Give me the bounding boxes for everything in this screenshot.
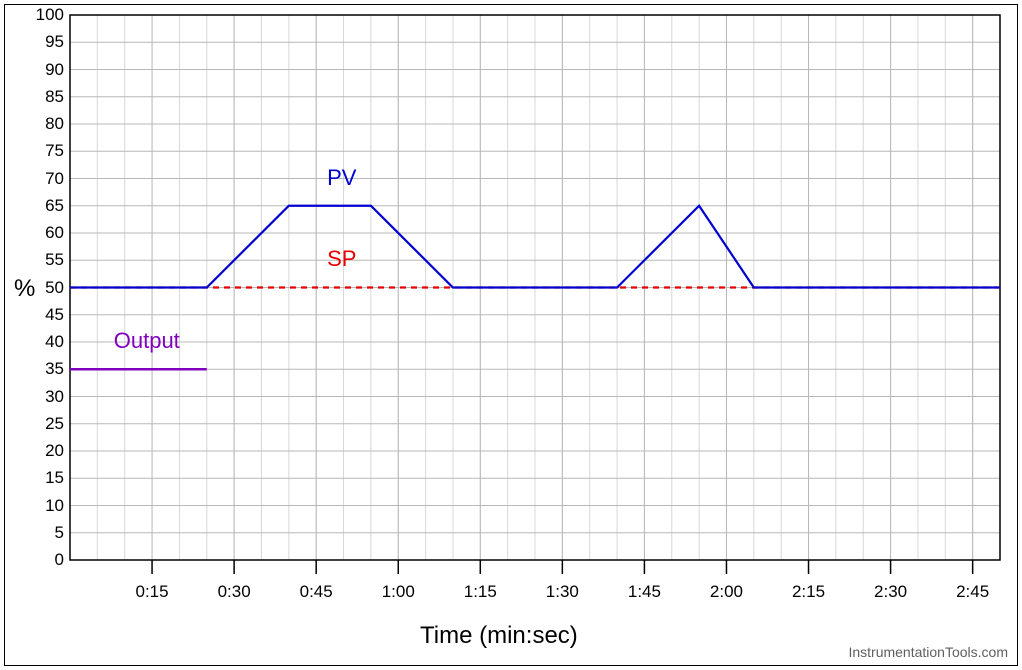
x-tick-label: 1:45 <box>614 582 674 602</box>
x-tick-label: 2:45 <box>943 582 1003 602</box>
output-label: Output <box>114 328 180 354</box>
y-tick-label: 75 <box>24 141 64 161</box>
y-tick-label: 15 <box>24 468 64 488</box>
y-tick-label: 90 <box>24 60 64 80</box>
y-tick-label: 35 <box>24 359 64 379</box>
chart-container: % Time (min:sec) PV SP Output Instrument… <box>0 0 1022 670</box>
x-tick-label: 2:00 <box>696 582 756 602</box>
credit-text: InstrumentationTools.com <box>848 644 1008 660</box>
y-tick-label: 5 <box>24 523 64 543</box>
x-tick-label: 2:30 <box>861 582 921 602</box>
y-tick-label: 45 <box>24 305 64 325</box>
y-tick-label: 70 <box>24 169 64 189</box>
x-tick-label: 0:15 <box>122 582 182 602</box>
x-tick-label: 0:45 <box>286 582 346 602</box>
y-tick-label: 10 <box>24 496 64 516</box>
y-tick-label: 95 <box>24 32 64 52</box>
x-tick-label: 1:30 <box>532 582 592 602</box>
sp-label: SP <box>327 246 356 272</box>
y-tick-label: 85 <box>24 87 64 107</box>
x-tick-label: 1:15 <box>450 582 510 602</box>
y-tick-label: 20 <box>24 441 64 461</box>
y-tick-label: 50 <box>24 278 64 298</box>
x-tick-label: 2:15 <box>779 582 839 602</box>
y-tick-label: 40 <box>24 332 64 352</box>
y-tick-label: 0 <box>24 550 64 570</box>
x-axis-title: Time (min:sec) <box>420 622 578 650</box>
y-tick-label: 100 <box>24 5 64 25</box>
y-tick-label: 25 <box>24 414 64 434</box>
y-tick-label: 80 <box>24 114 64 134</box>
x-tick-label: 1:00 <box>368 582 428 602</box>
pv-label: PV <box>327 165 356 191</box>
y-tick-label: 55 <box>24 250 64 270</box>
x-tick-label: 0:30 <box>204 582 264 602</box>
y-tick-label: 30 <box>24 387 64 407</box>
y-tick-label: 60 <box>24 223 64 243</box>
y-tick-label: 65 <box>24 196 64 216</box>
